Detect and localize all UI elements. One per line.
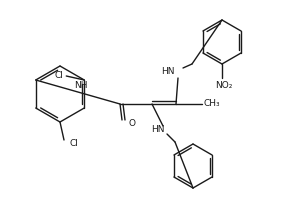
- Text: NO₂: NO₂: [215, 81, 233, 91]
- Text: Cl: Cl: [55, 71, 64, 80]
- Text: HN: HN: [161, 67, 175, 77]
- Text: Cl: Cl: [70, 139, 78, 148]
- Text: NH: NH: [74, 81, 88, 89]
- Text: HN: HN: [151, 126, 165, 134]
- Text: CH₃: CH₃: [204, 99, 220, 109]
- Text: O: O: [129, 119, 135, 127]
